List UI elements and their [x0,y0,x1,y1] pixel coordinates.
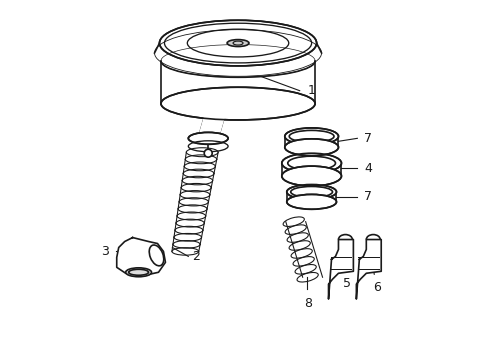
Ellipse shape [285,139,339,156]
Circle shape [204,149,212,157]
Ellipse shape [287,184,337,199]
Polygon shape [356,239,381,299]
Ellipse shape [227,40,249,46]
Ellipse shape [282,166,342,186]
Text: 7: 7 [365,132,372,145]
Polygon shape [328,239,353,299]
Text: 8: 8 [304,297,312,310]
Ellipse shape [161,87,315,120]
Text: 5: 5 [343,277,351,290]
Ellipse shape [159,20,317,66]
Polygon shape [117,238,166,276]
Ellipse shape [282,153,342,173]
Ellipse shape [188,132,228,144]
Ellipse shape [287,194,337,209]
Text: 4: 4 [365,162,372,175]
Text: 6: 6 [373,281,381,294]
Text: 1: 1 [308,84,316,97]
Text: 2: 2 [192,250,200,263]
Polygon shape [198,104,228,138]
Ellipse shape [125,268,151,277]
Text: 7: 7 [365,190,372,203]
Ellipse shape [285,128,339,145]
Text: 3: 3 [101,245,109,258]
